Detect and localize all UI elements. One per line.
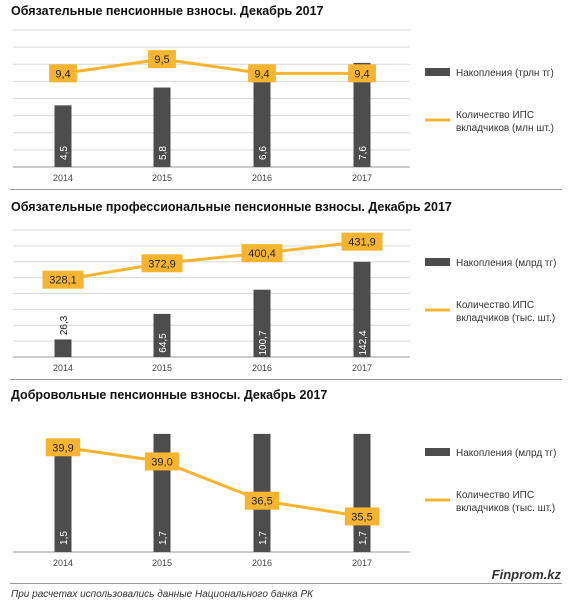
legend-line-label: Количество ИПС bbox=[456, 300, 534, 311]
bar-value-label: 26,3 bbox=[59, 315, 70, 335]
legend-bar-swatch bbox=[425, 448, 450, 456]
line-value-box bbox=[144, 452, 180, 471]
x-tick-label: 2016 bbox=[252, 173, 272, 183]
line-value-box bbox=[341, 232, 383, 251]
line-value-box bbox=[148, 50, 176, 69]
bar bbox=[54, 447, 72, 552]
legend-bar-label: Накопления (трлн тг) bbox=[456, 68, 554, 79]
x-tick-label: 2017 bbox=[352, 363, 372, 373]
bar bbox=[153, 87, 171, 167]
line-value-box bbox=[241, 244, 283, 263]
x-tick-label: 2015 bbox=[152, 173, 172, 183]
line-value-box bbox=[244, 491, 280, 510]
legend-bar-label: Накопления (млрд тг) bbox=[456, 258, 557, 269]
chart-1-title: Обязательные пенсионные взносы. Декабрь … bbox=[11, 4, 324, 18]
x-tick-label: 2017 bbox=[352, 173, 372, 183]
x-tick-label: 2016 bbox=[252, 363, 272, 373]
bar-value-label: 1,7 bbox=[258, 531, 269, 545]
chart-3: 1,5 1,7 1,7 1,7 2014 2015 2016 2017 39,9 39,0 36,5… bbox=[13, 433, 557, 568]
line-value-label: 36,5 bbox=[251, 496, 272, 508]
chart-1: 4,5 5,8 6,6 7,6 2014 2015 2016 2017 9,4 9,5 9,4 9,4… bbox=[13, 29, 554, 183]
line-value-label: 9,4 bbox=[55, 68, 70, 80]
legend-line-label: вкладчиков (тыс. шт.) bbox=[456, 503, 555, 514]
separator-2 bbox=[10, 379, 562, 380]
bar bbox=[54, 105, 72, 167]
chart-2: 26,3 64,5 100,7 142,4 2014 2015 2016 2017 328,1 3… bbox=[13, 229, 557, 373]
line-value-box bbox=[344, 507, 380, 526]
separator-3 bbox=[10, 583, 562, 584]
bar bbox=[253, 289, 271, 357]
line-value-label: 431,9 bbox=[348, 237, 376, 249]
x-tick-label: 2016 bbox=[252, 558, 272, 568]
x-tick-label: 2017 bbox=[352, 558, 372, 568]
line-series bbox=[62, 445, 363, 518]
chart-2-title: Обязательные профессиональные пенсионные… bbox=[11, 200, 452, 214]
bar bbox=[353, 261, 371, 357]
legend-line-label: вкладчиков (млн шт.) bbox=[456, 123, 554, 134]
line-value-label: 9,5 bbox=[154, 54, 169, 66]
line-value-label: 9,4 bbox=[354, 68, 369, 80]
chart-3-title: Добровольные пенсионные взносы. Декабрь … bbox=[11, 388, 328, 402]
separator-1 bbox=[10, 189, 562, 190]
legend-bar-label: Накопления (млрд тг) bbox=[456, 448, 557, 459]
line-value-label: 372,9 bbox=[148, 258, 176, 270]
legend-line-label: вкладчиков (тыс. шт.) bbox=[456, 313, 555, 324]
bar-value-label: 100,7 bbox=[258, 330, 269, 355]
x-tick-label: 2014 bbox=[53, 363, 73, 373]
line-value-label: 39,0 bbox=[151, 456, 172, 468]
line-value-box bbox=[141, 254, 183, 273]
line-value-label: 400,4 bbox=[248, 248, 276, 260]
legend-line-label: Количество ИПС bbox=[456, 110, 534, 121]
line-series bbox=[62, 57, 362, 75]
bar-value-label: 4,5 bbox=[59, 146, 70, 160]
line-series bbox=[62, 240, 363, 282]
bar-value-label: 1,7 bbox=[158, 531, 169, 545]
line-value-box bbox=[45, 438, 81, 457]
bar bbox=[153, 313, 171, 357]
x-tick-label: 2014 bbox=[53, 173, 73, 183]
line-value-label: 9,4 bbox=[254, 68, 269, 80]
bar bbox=[353, 62, 371, 167]
bar-value-label: 6,6 bbox=[258, 146, 269, 160]
bar-value-label: 142,4 bbox=[358, 330, 369, 355]
legend-line-label: Количество ИПС bbox=[456, 490, 534, 501]
line-value-label: 35,5 bbox=[351, 511, 372, 523]
legend-bar-swatch bbox=[425, 258, 450, 266]
bar-value-label: 64,5 bbox=[158, 333, 169, 353]
line-value-box bbox=[248, 64, 276, 83]
bar-value-label: 7,6 bbox=[358, 146, 369, 160]
line-value-box bbox=[49, 64, 77, 83]
line-value-label: 39,9 bbox=[52, 442, 73, 454]
brand-logo: Finprom.kz bbox=[491, 567, 561, 582]
line-value-box bbox=[348, 64, 376, 83]
bar bbox=[54, 339, 72, 357]
source-note: При расчетах использовались данные Нацио… bbox=[11, 589, 314, 600]
legend-bar-swatch bbox=[425, 68, 450, 76]
bar-value-label: 5,8 bbox=[158, 146, 169, 160]
bar-value-label: 1,7 bbox=[358, 531, 369, 545]
x-tick-label: 2014 bbox=[53, 558, 73, 568]
bar-value-label: 1,5 bbox=[59, 531, 70, 545]
bar bbox=[253, 76, 271, 167]
x-tick-label: 2015 bbox=[152, 558, 172, 568]
line-value-box bbox=[42, 270, 84, 289]
line-value-label: 328,1 bbox=[49, 275, 77, 287]
x-tick-label: 2015 bbox=[152, 363, 172, 373]
